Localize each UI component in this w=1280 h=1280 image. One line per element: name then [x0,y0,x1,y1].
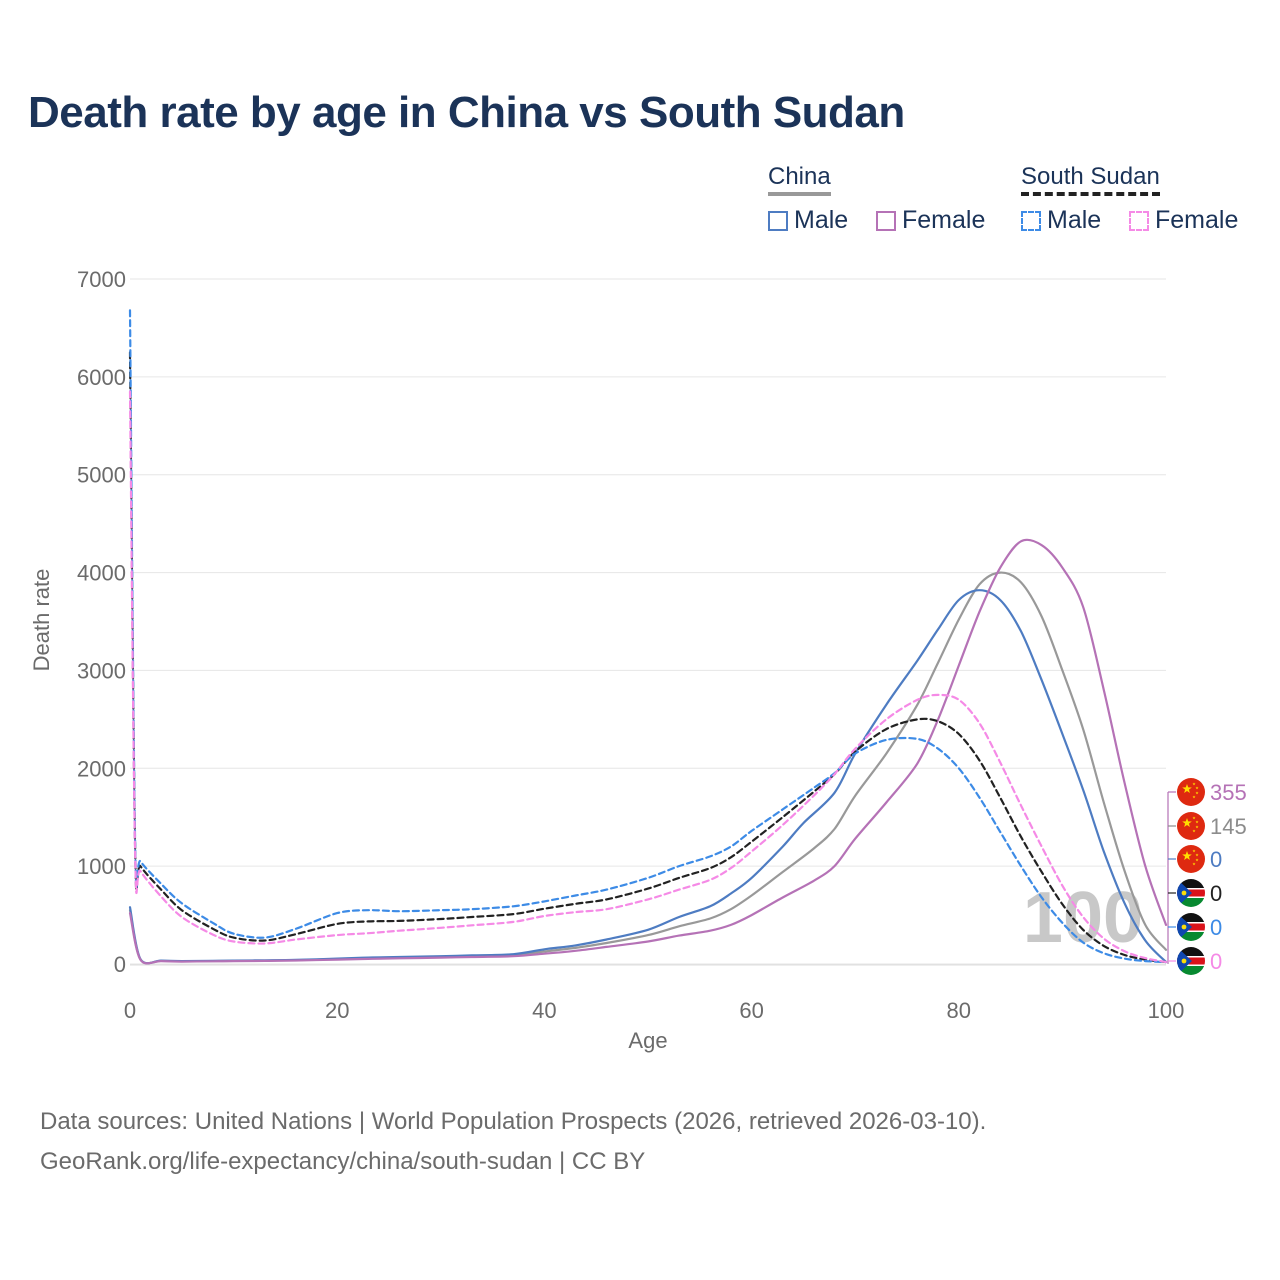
china-flag-small-star [1192,782,1196,786]
x-tick-label: 100 [1148,998,1185,1023]
china-flag-small-star [1195,858,1199,862]
legend-group-china-label: China [768,163,831,190]
china-flag-small-star [1195,791,1199,795]
y-tick-label: 4000 [77,561,126,586]
china-flag-star [1182,851,1192,860]
footer-sources: Data sources: United Nations | World Pop… [40,1108,987,1135]
series-line-south-sudan-female[interactable] [128,390,1168,964]
end-label-row: 145 [1168,812,1247,840]
series-line-china-male[interactable] [128,589,1168,965]
china-flag-small-star [1192,816,1196,820]
legend-swatch-china-female [876,210,896,231]
end-label-row: 0 [1168,879,1222,907]
legend-swatch-china-male [768,210,788,231]
end-label-value: 0 [1210,949,1222,974]
legend-swatch-south-sudan-male [1021,210,1041,231]
x-axis-label: Age [628,1028,667,1053]
series-line-south-sudan-total[interactable] [128,351,1168,964]
end-labels: 355 145 0 0 0 0 [1167,778,1247,975]
china-flag-icon [1177,845,1205,873]
legend-label-south-sudan-male: Male [1047,206,1102,234]
y-tick-label: 3000 [77,658,126,683]
end-label-value: 0 [1210,915,1222,940]
china-flag-small-star [1195,786,1199,790]
end-label-row: 0 [1168,845,1222,873]
legend-group-china-line [768,192,831,196]
footer-url[interactable]: GeoRank.org/life-expectancy/china/south-… [40,1148,646,1175]
china-flag-star [1182,818,1192,827]
south-sudan-flag-icon [1177,879,1205,907]
x-tick-label: 80 [947,998,971,1023]
china-flag-small-star [1195,853,1199,857]
x-tick-label: 40 [532,998,556,1023]
end-label-value: 355 [1210,780,1247,805]
end-label-row: 0 [1168,913,1222,941]
legend-swatch-south-sudan-female [1129,210,1149,231]
legend-group-south-sudan-heading[interactable]: South Sudan [1021,163,1160,196]
axes: 0 1000 2000 3000 4000 5000 6000 7000 0 20 40 60 80 10… [77,267,1184,1023]
end-label-row: 355 [1168,778,1247,806]
china-flag-small-star [1195,825,1199,829]
x-tick-label: 20 [325,998,349,1023]
y-tick-label: 7000 [77,267,126,292]
y-tick-label: 5000 [77,463,126,488]
legend-item-south-sudan-male[interactable]: Male [1021,206,1101,235]
china-flag-small-star [1192,862,1196,866]
legend-group-south-sudan-line [1021,192,1160,196]
chart-title: Death rate by age in China vs South Suda… [28,88,905,137]
china-flag-icon [1177,778,1205,806]
y-tick-label: 2000 [77,756,126,781]
x-tick-label: 60 [739,998,763,1023]
china-flag-small-star [1192,795,1196,799]
end-label-row: 0 [1168,947,1222,975]
china-flag-small-star [1192,829,1196,833]
legend-item-china-female[interactable]: Female [876,206,985,235]
legend-group-south-sudan-label: South Sudan [1021,163,1160,190]
y-axis-label: Death rate [29,569,54,672]
y-tick-label: 6000 [77,365,126,390]
china-flag-icon [1177,812,1205,840]
y-tick-label: 0 [114,952,126,977]
china-flag-star [1182,784,1192,793]
china-flag-small-star [1195,820,1199,824]
current-age-watermark: 100 [1023,878,1143,958]
legend-label-south-sudan-female: Female [1155,206,1239,234]
y-tick-label: 1000 [77,854,126,879]
series-line-china-female[interactable] [128,538,1168,965]
south-sudan-flag-icon [1177,947,1205,975]
china-flag-small-star [1192,849,1196,853]
legend-item-south-sudan-female[interactable]: Female [1129,206,1238,235]
south-sudan-flag-icon [1177,913,1205,941]
end-label-value: 0 [1210,847,1222,872]
grid-lines [130,278,1166,965]
legend-group-china-heading[interactable]: China [768,163,831,196]
legend-label-china-female: Female [902,206,986,234]
series-lines [128,309,1168,965]
end-label-value: 145 [1210,814,1247,839]
x-tick-label: 0 [124,998,136,1023]
legend-label-china-male: Male [794,206,849,234]
legend-item-china-male[interactable]: Male [768,206,848,235]
end-label-value: 0 [1210,881,1222,906]
series-line-south-sudan-male[interactable] [128,309,1168,964]
